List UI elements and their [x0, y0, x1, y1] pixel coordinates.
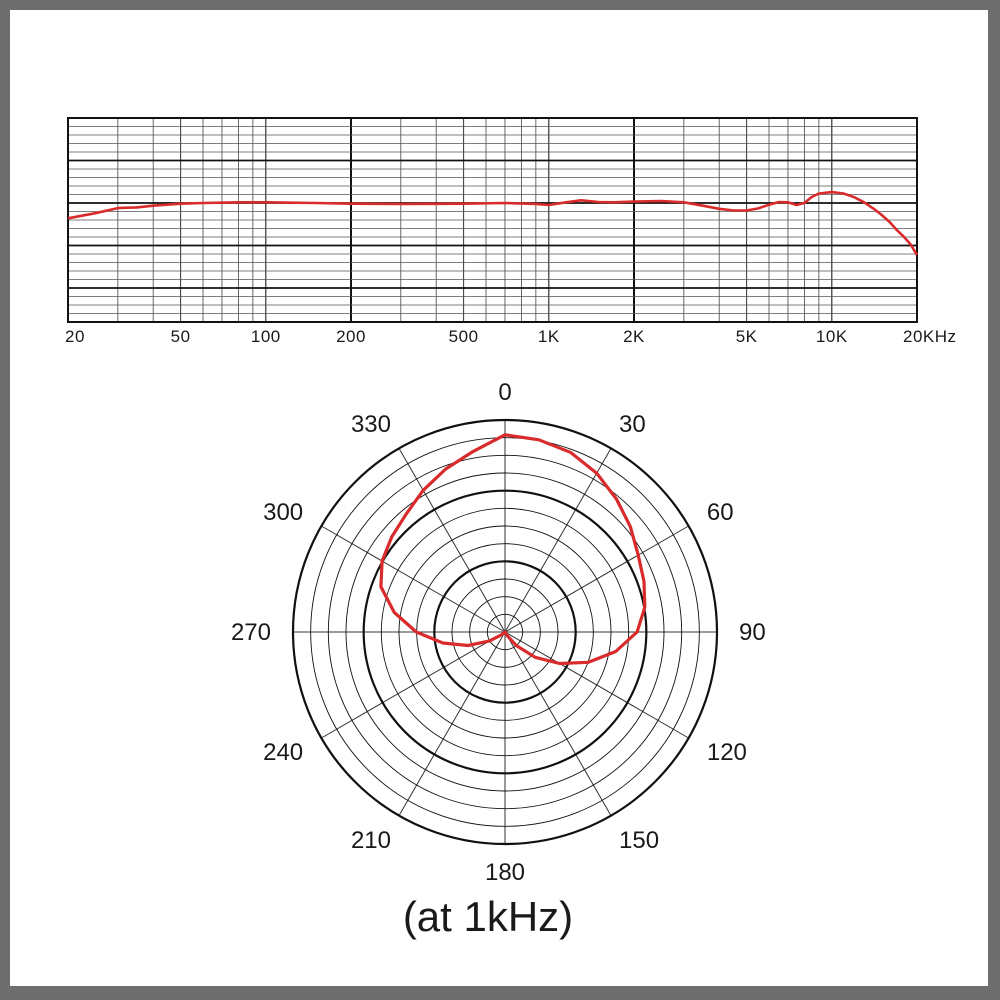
angle-label: 0	[498, 379, 511, 406]
angle-label: 60	[707, 499, 734, 526]
ring-minor	[451, 578, 559, 686]
ring-minor	[380, 507, 630, 757]
ring-minor	[327, 454, 683, 810]
x-tick-label: 1K	[538, 327, 560, 346]
ring-minor	[345, 472, 665, 792]
polar-caption: (at 1kHz)	[403, 893, 573, 940]
ring-major	[362, 489, 648, 775]
ring-major	[291, 418, 719, 846]
angle-label: 240	[263, 739, 303, 766]
frequency-response-chart: 20 50 100 200 500 1K 2K 5K 10K 20KHz	[65, 117, 957, 346]
figure-canvas: 20 50 100 200 500 1K 2K 5K 10K 20KHz 0 30 60 90 120 15…	[65, 117, 957, 940]
figure-panel: 20 50 100 200 500 1K 2K 5K 10K 20KHz 0 30 60 90 120 15…	[10, 10, 988, 986]
x-tick-label: 2K	[623, 327, 645, 346]
angle-label: 330	[351, 411, 391, 438]
angle-label: 180	[485, 859, 525, 886]
ring-minor	[486, 613, 524, 651]
angle-label: 90	[739, 619, 766, 646]
ring-major	[433, 560, 577, 704]
angle-label: 300	[263, 499, 303, 526]
angle-label: 150	[619, 827, 659, 854]
x-tick-label: 5K	[736, 327, 758, 346]
polar-pattern-chart: 0 30 60 90 120 150 180 210 240 270 300 330	[231, 379, 766, 886]
x-tick-label: 20	[65, 327, 85, 346]
x-tick-label: 50	[171, 327, 191, 346]
angle-label: 30	[619, 411, 646, 438]
x-tick-label: 20KHz	[903, 327, 957, 346]
ring-minor	[469, 596, 541, 668]
x-tick-label: 100	[251, 327, 281, 346]
angle-label: 270	[231, 619, 271, 646]
ring-minor	[398, 525, 612, 739]
x-tick-label: 200	[336, 327, 366, 346]
response-curve	[67, 190, 919, 256]
angle-label: 210	[351, 827, 391, 854]
x-tick-label: 500	[449, 327, 479, 346]
polar-pattern-curve	[379, 433, 647, 666]
x-tick-label: 10K	[816, 327, 848, 346]
angle-label: 120	[707, 739, 747, 766]
ring-minor	[310, 437, 700, 827]
plot-border	[67, 117, 918, 323]
